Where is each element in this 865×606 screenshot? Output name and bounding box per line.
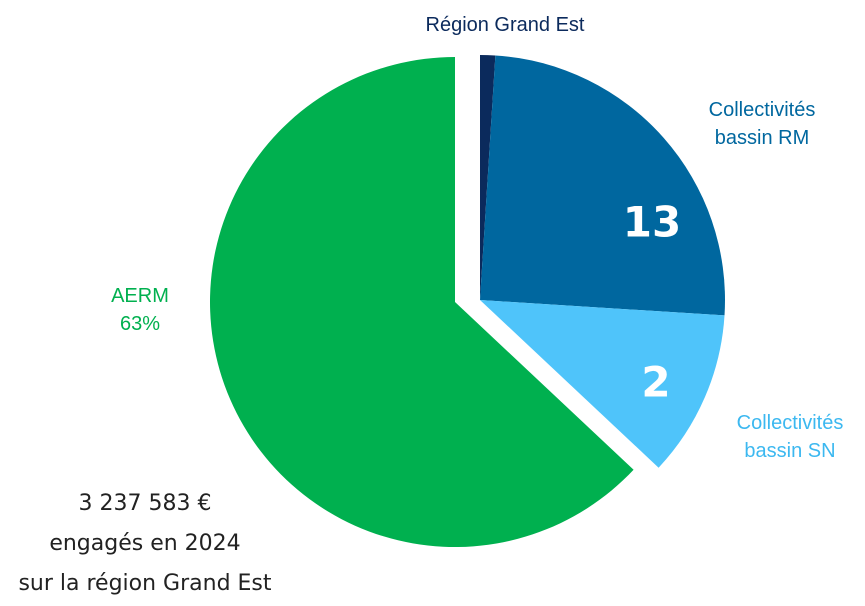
slice-label: AERM 63% xyxy=(90,282,190,338)
note-line: sur la région Grand Est xyxy=(18,571,272,596)
note-line: engagés en 2024 xyxy=(49,531,241,556)
slice-label: Collectivités bassin RM xyxy=(692,96,832,152)
category-label: AERM xyxy=(111,285,169,307)
note: 3 237 583 € engagés en 2024 sur la région … xyxy=(0,484,290,604)
slice-label: Région Grand Est xyxy=(375,11,635,39)
slice-number: 2 xyxy=(641,358,670,407)
pie-slice xyxy=(480,55,496,300)
slice-number: 13 xyxy=(623,198,681,247)
category-label: Collectivités bassin SN xyxy=(736,412,844,462)
pie-slice xyxy=(209,57,634,547)
pie-slice xyxy=(480,55,725,316)
category-label: Collectivités bassin RM xyxy=(708,99,816,149)
category-label: Région Grand Est xyxy=(425,14,585,36)
pie-slice xyxy=(480,300,725,468)
slice-label: Collectivités bassin SN xyxy=(720,409,860,465)
value-label: 63% xyxy=(119,313,161,335)
note-line: 3 237 583 € xyxy=(78,491,212,516)
